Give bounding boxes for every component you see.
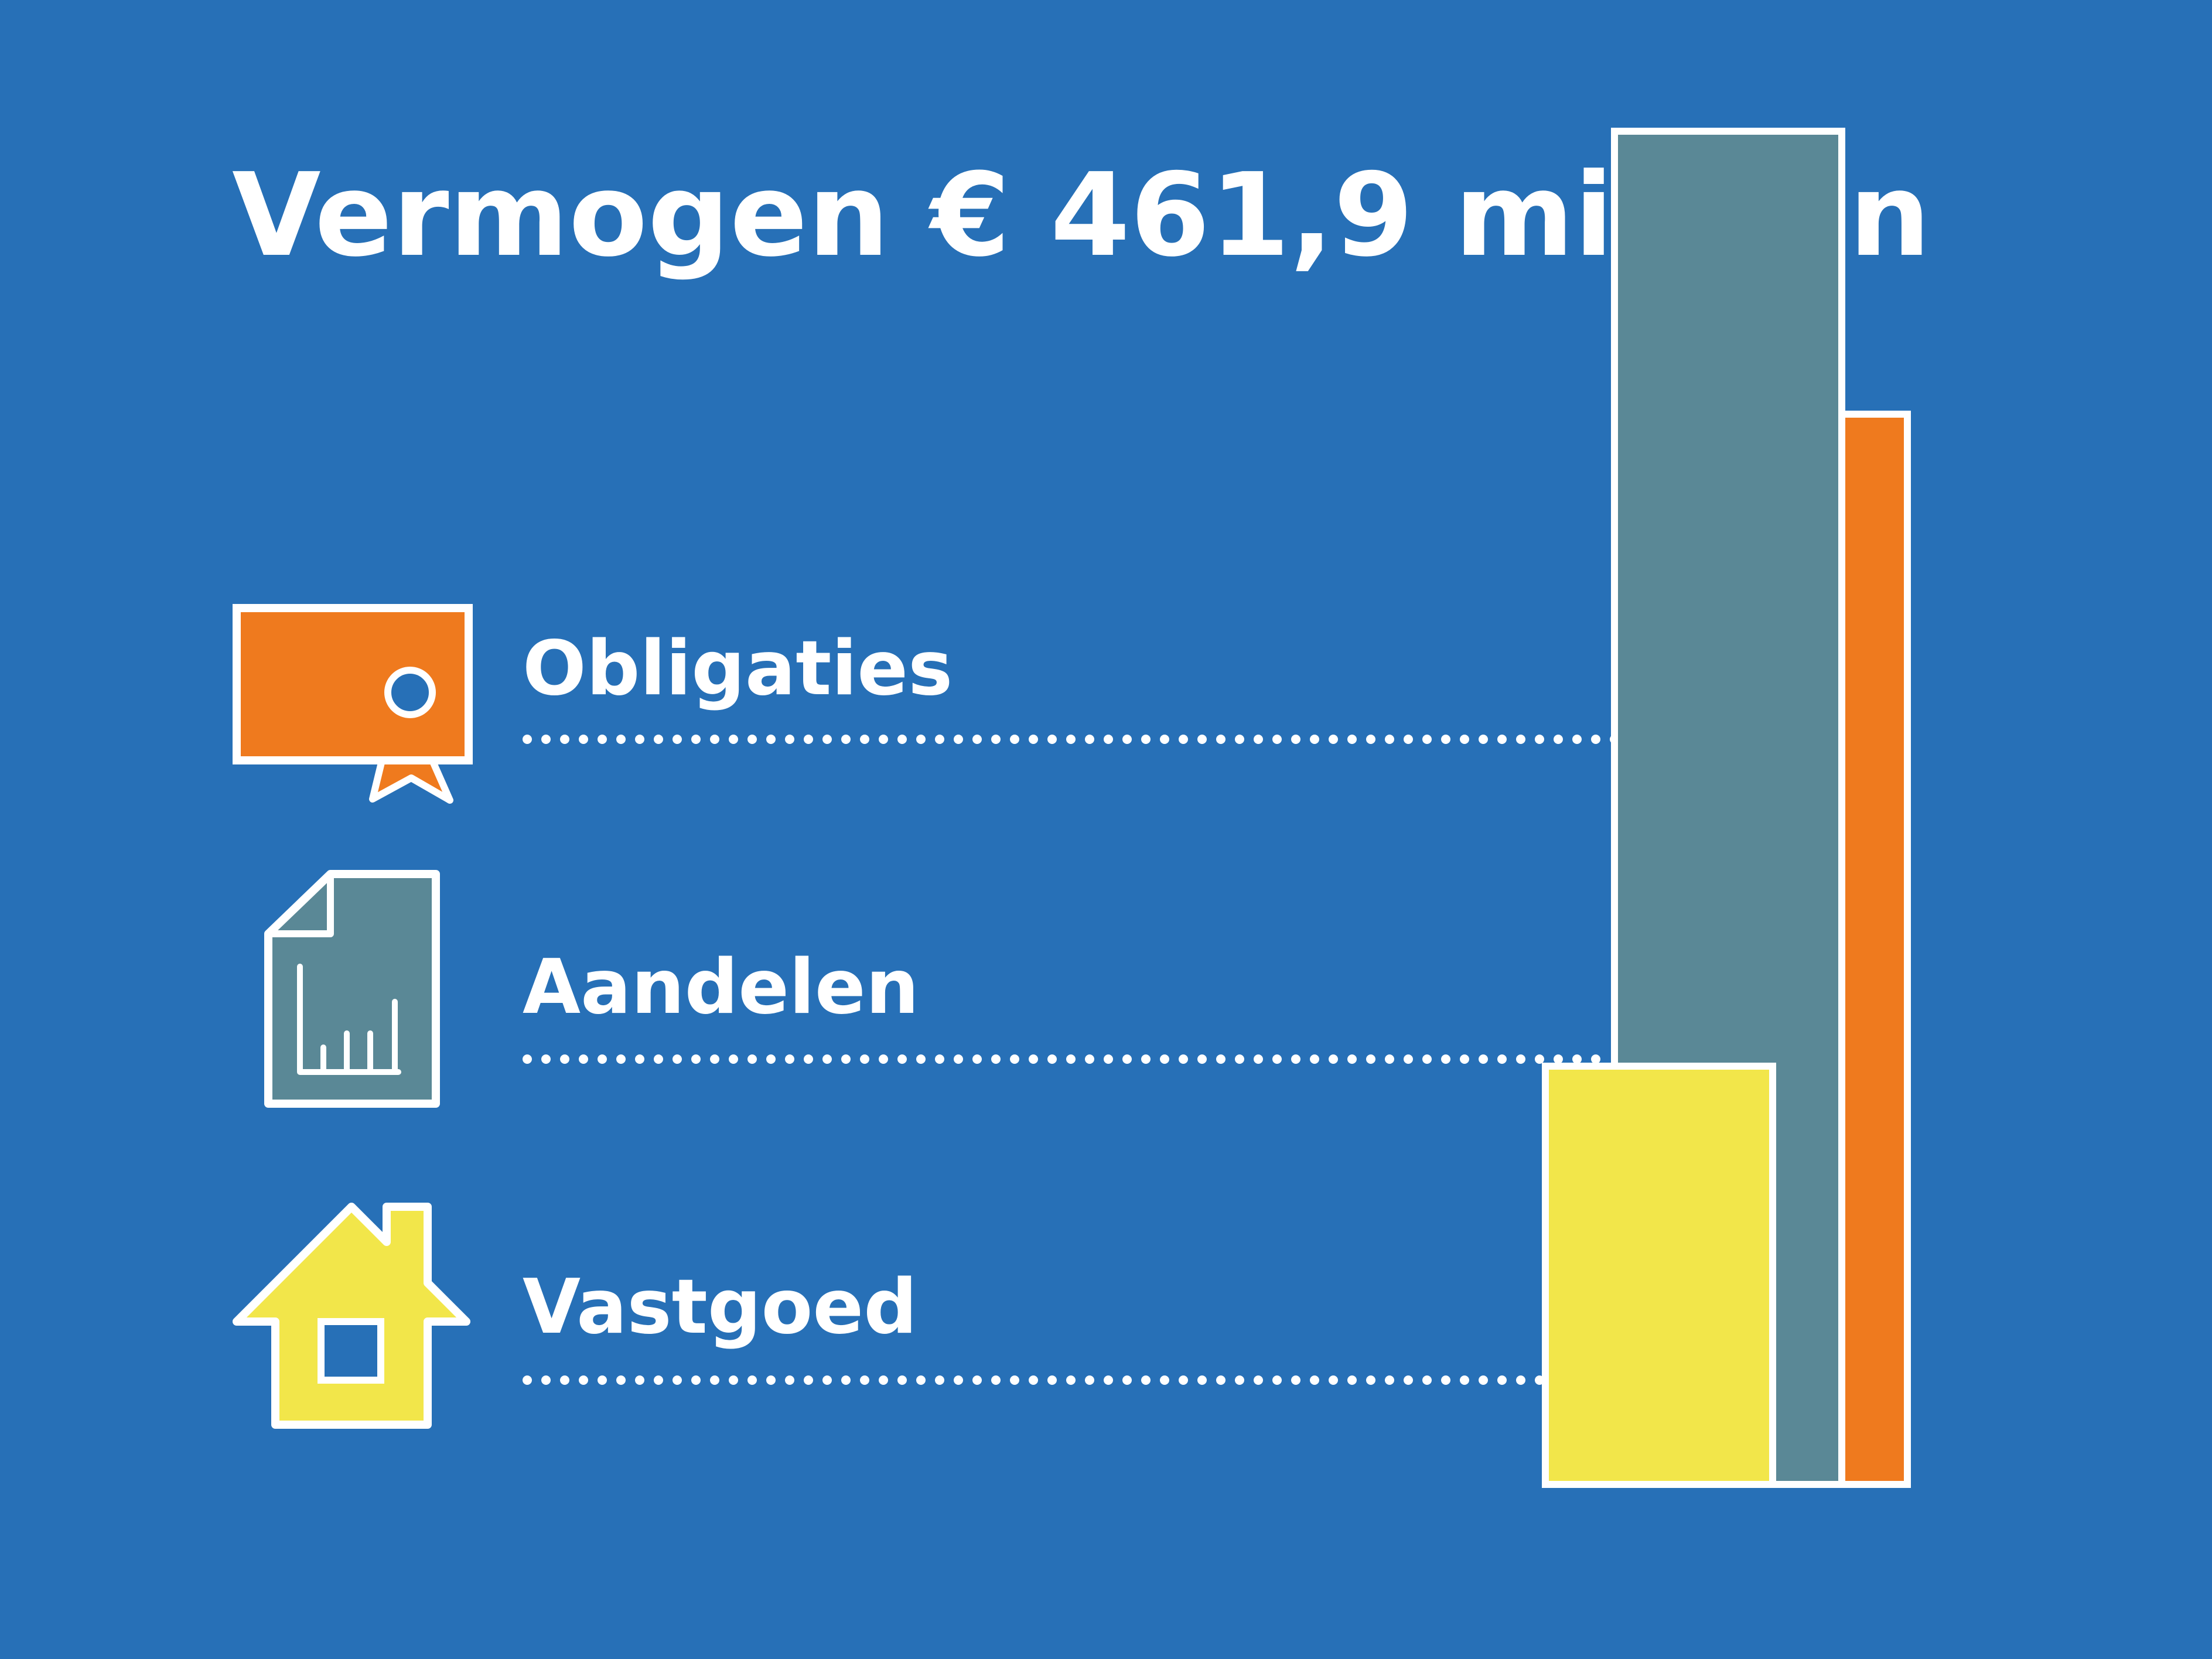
house-icon: [233, 1203, 470, 1429]
bar-vastgoed: [1542, 1063, 1776, 1488]
category-label-obligaties: Obligaties: [523, 625, 953, 712]
category-label-aandelen: Aandelen: [523, 944, 919, 1031]
certificate-ribbon-icon: [233, 604, 473, 804]
category-label-vastgoed: Vastgoed: [523, 1264, 917, 1351]
title-amount: € 461,9: [930, 149, 1414, 282]
bar-group: [1542, 128, 1911, 1488]
stock-report-document-icon: [264, 870, 440, 1108]
leader-lines: [523, 735, 1685, 1385]
title-word: Vermogen: [232, 149, 890, 282]
